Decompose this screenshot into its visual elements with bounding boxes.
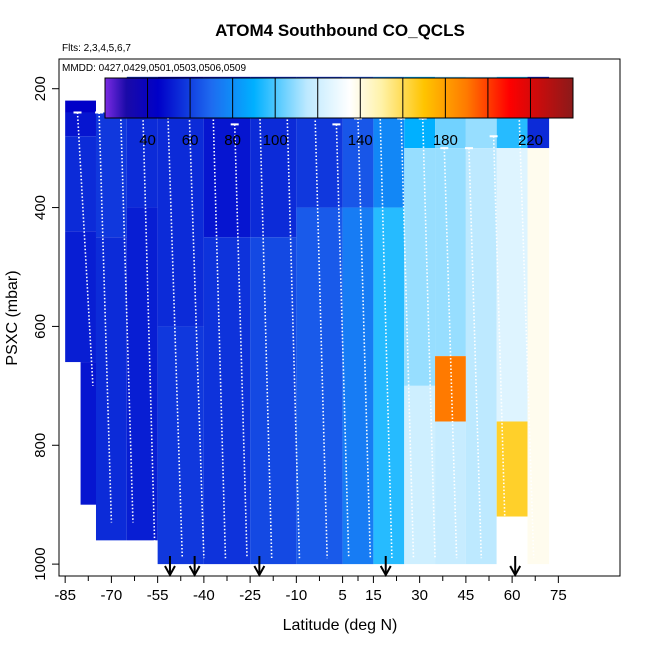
colorbar-separators (147, 78, 531, 118)
x-tick-label: -85 (54, 587, 76, 604)
flight-profile (187, 88, 205, 559)
heatmap-cell (65, 100, 96, 113)
x-axis-title: Latitude (deg N) (283, 617, 398, 634)
flights-note: Flts: 2,3,4,5,6,7 (62, 43, 131, 54)
dates-note: MMDD: 0427,0429,0501,0503,0506,0509 (62, 63, 246, 74)
heatmap-cell (250, 237, 297, 565)
x-tick-label: -25 (239, 587, 261, 604)
heatmap-cell (496, 148, 528, 422)
plot-frame (58, 58, 621, 577)
heatmap-cell (435, 148, 466, 357)
flight-profile (286, 112, 301, 559)
x-tick-label: 75 (550, 587, 567, 604)
x-tick-label: 60 (504, 587, 521, 604)
colorbar-tick-labels: 40 60 80 100 140 180 220 (139, 132, 543, 149)
heatmap-cell (65, 136, 96, 232)
y-tick-label: 600 (32, 314, 49, 339)
flight-profile (335, 124, 350, 559)
x-axis: -85 -70 -55 -40 -25 -10 5 15 30 45 60 75 (54, 576, 567, 604)
colorbar-tick-label: 80 (224, 132, 241, 149)
colorbar-tick-label: 180 (433, 132, 458, 149)
latitude-marker-head (253, 565, 266, 578)
heatmap-cell (157, 118, 204, 327)
heatmap-cell (435, 421, 466, 565)
colorbar-tick-label: 40 (139, 132, 156, 149)
x-tick-label: -70 (101, 587, 123, 604)
latitude-markers (164, 556, 522, 578)
latitude-marker-head (164, 565, 176, 578)
heatmap-cell (465, 148, 497, 565)
x-tick-label: 30 (411, 587, 428, 604)
colorbar (104, 77, 574, 119)
colorbar-tick-label: 140 (348, 132, 373, 149)
x-tick-label: -40 (193, 587, 215, 604)
heatmap-cell (95, 237, 127, 541)
heatmap-cell (404, 385, 436, 565)
heatmap-cell (404, 148, 436, 386)
y-axis-title: PSXC (mbar) (4, 270, 21, 365)
y-tick-label: 800 (32, 433, 49, 458)
flight-profile (378, 94, 393, 559)
heatmap-cell (65, 231, 96, 363)
heatmap-cell (373, 207, 405, 565)
y-tick-label: 1000 (32, 547, 49, 580)
y-tick-label: 200 (32, 76, 49, 101)
x-tick-label: -55 (147, 587, 169, 604)
x-tick-label: 15 (365, 587, 382, 604)
heatmap-cell (496, 516, 528, 565)
latitude-marker-head (509, 565, 522, 578)
flight-profile (233, 124, 248, 559)
x-tick-label: -10 (286, 587, 308, 604)
flight-profile (258, 94, 273, 559)
colorbar-tick-label: 60 (182, 132, 199, 149)
colorbar-tick-label: 100 (263, 132, 288, 149)
flight-profile (492, 136, 507, 559)
heatmap-cell (296, 207, 343, 565)
heatmap-cell (65, 112, 96, 137)
chart-title: ATOM4 Southbound CO_QCLS (215, 21, 465, 40)
flight-profile (517, 88, 535, 559)
x-tick-label: 5 (338, 587, 346, 604)
y-tick-label: 400 (32, 195, 49, 220)
heatmap-cells (65, 76, 550, 565)
heatmap-cell (435, 356, 466, 422)
y-axis: 200 400 600 800 1000 (32, 76, 59, 581)
heatmap-cell (95, 112, 127, 238)
colorbar-tick-label: 220 (518, 132, 543, 149)
flight-profile (166, 82, 184, 559)
heatmap-cell (527, 148, 550, 565)
flight-profile (212, 112, 227, 559)
heatmap-cell (203, 237, 251, 565)
latitude-marker-head (188, 565, 201, 578)
flight-profile (76, 112, 94, 386)
latitude-marker-head (379, 565, 392, 578)
x-tick-label: 45 (458, 587, 475, 604)
heatmap-cell (496, 421, 528, 517)
